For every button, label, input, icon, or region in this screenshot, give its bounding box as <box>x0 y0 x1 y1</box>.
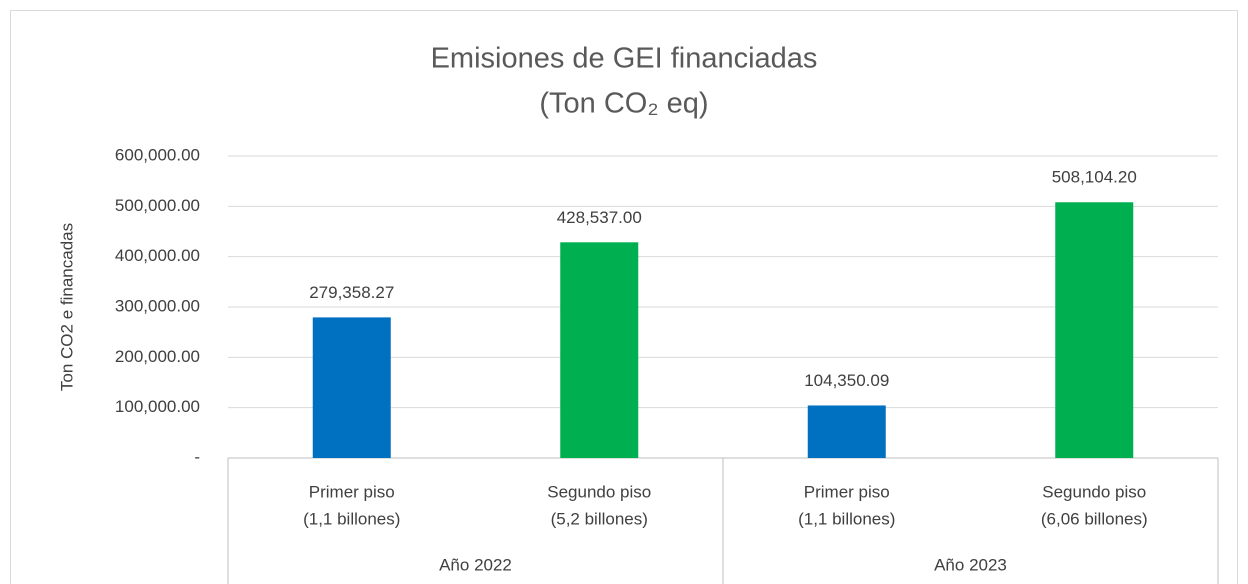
y-axis-label: Ton CO2 e financadas <box>57 223 76 391</box>
y-tick-label: - <box>194 447 200 466</box>
bar <box>1055 202 1134 458</box>
x-tick-label: Segundo piso <box>1042 482 1146 501</box>
y-tick-label: 600,000.00 <box>115 145 200 164</box>
y-tick-label: 400,000.00 <box>115 246 200 265</box>
data-label: 279,358.27 <box>309 283 394 302</box>
chart-subtitle: (Ton CO₂ eq) <box>539 88 708 120</box>
x-tick-label: Segundo piso <box>547 482 651 501</box>
x-tick-label: (1,1 billones) <box>798 509 895 528</box>
y-tick-label: 300,000.00 <box>115 296 200 315</box>
group-label: Año 2022 <box>439 555 512 574</box>
chart-title: Emisiones de GEI financiadas <box>431 43 818 75</box>
x-tick-label: Primer piso <box>309 482 395 501</box>
data-label: 428,537.00 <box>557 208 642 227</box>
y-tick-label: 200,000.00 <box>115 347 200 366</box>
x-tick-label: (1,1 billones) <box>303 509 400 528</box>
x-tick-label: Primer piso <box>804 482 890 501</box>
y-tick-label: 500,000.00 <box>115 196 200 215</box>
bar <box>807 405 886 458</box>
data-label: 104,350.09 <box>804 371 889 390</box>
data-label: 508,104.20 <box>1052 168 1137 187</box>
y-tick-label: 100,000.00 <box>115 397 200 416</box>
group-label: Año 2023 <box>934 555 1007 574</box>
bar <box>560 242 639 458</box>
bar <box>312 317 391 458</box>
x-tick-label: (6,06 billones) <box>1041 509 1148 528</box>
x-tick-label: (5,2 billones) <box>551 509 648 528</box>
